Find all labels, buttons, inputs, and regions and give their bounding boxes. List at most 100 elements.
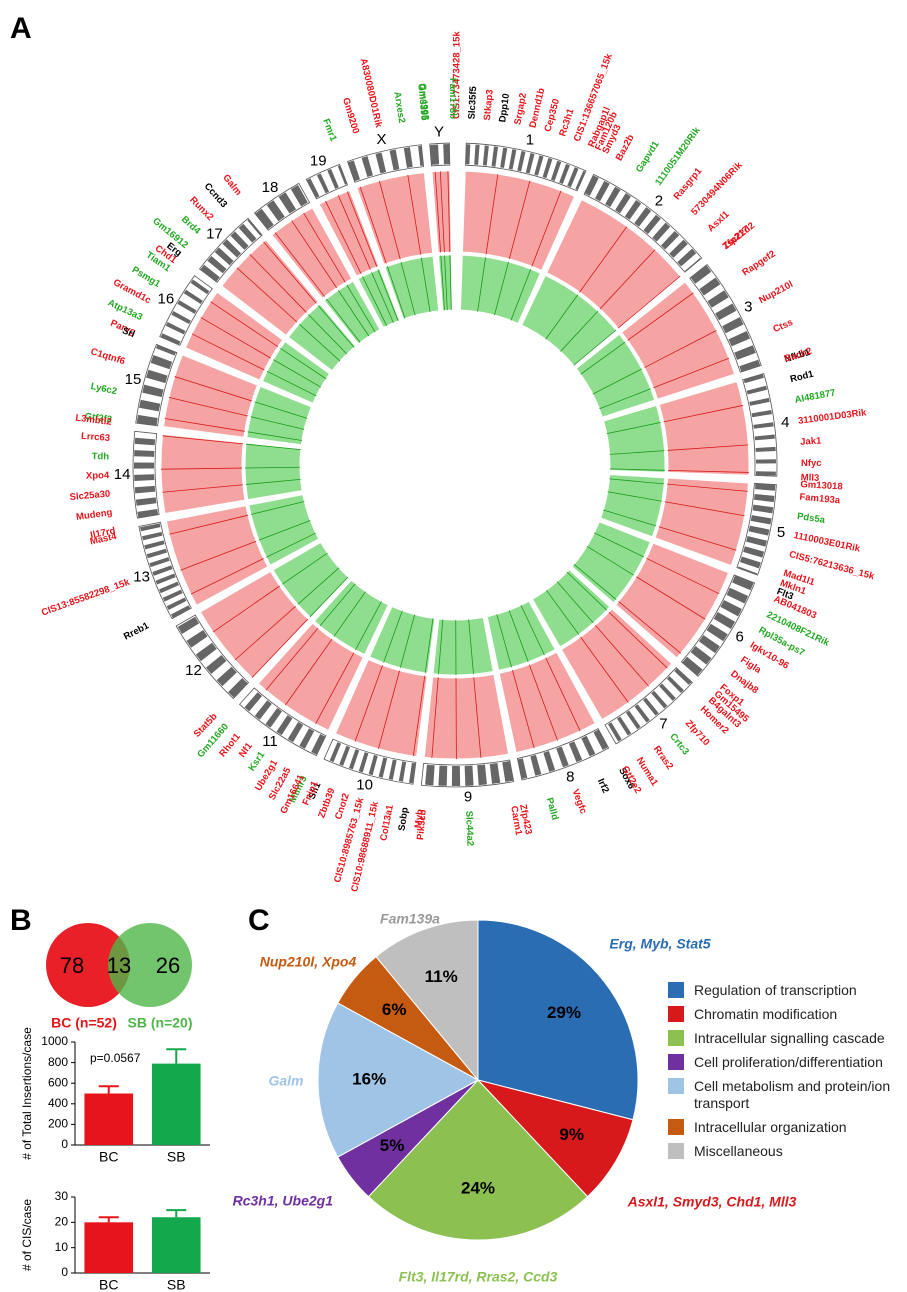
gene-label: Gm13018: [800, 479, 843, 492]
legend-swatch: [668, 1119, 684, 1135]
track-line: [663, 405, 743, 423]
red-track: [620, 281, 736, 400]
y-tick-label: 0: [61, 1265, 68, 1279]
panel-label: B: [10, 904, 32, 937]
track-line: [333, 591, 366, 637]
track-line: [566, 571, 608, 611]
track-line: [273, 359, 322, 388]
track-line: [573, 563, 617, 600]
slice-label: Asxl1, Smyd3, Chd1, Mll3: [627, 1194, 797, 1210]
ideogram-band: [429, 144, 450, 165]
track-line: [485, 174, 499, 255]
slice-label: Galm: [268, 1073, 303, 1089]
track-line: [560, 310, 599, 352]
gene-label: Rod1: [789, 368, 815, 385]
track-line: [326, 298, 361, 343]
bar: [84, 1222, 134, 1273]
slice-label: Fam139a: [380, 911, 440, 927]
track-line: [180, 540, 257, 571]
track-line: [603, 509, 657, 527]
pie-slice: [367, 1079, 589, 1241]
x-tick-label: SB: [167, 1277, 186, 1292]
gene-label: Il17rd: [89, 525, 116, 541]
green-track: [531, 569, 611, 648]
track-line: [164, 418, 245, 432]
track-line: [399, 614, 416, 668]
track-line: [586, 545, 634, 576]
track-line: [162, 435, 244, 445]
gene-label: Bach2: [783, 346, 814, 365]
ideogram-band: [200, 219, 262, 282]
red-track: [162, 354, 259, 438]
green-track: [323, 280, 381, 345]
track-line: [291, 220, 337, 289]
pie-value-label: 16%: [352, 1069, 386, 1088]
legend-item: Regulation of transcription: [668, 982, 904, 999]
gene-label: 1110003E01Rik: [793, 530, 862, 555]
track-line: [531, 190, 562, 267]
legend-swatch: [668, 1054, 684, 1070]
chromosome-label: 9: [464, 789, 472, 806]
chromosome-label: 19: [310, 152, 327, 169]
chromosome-label: 1: [526, 132, 534, 149]
track-line: [592, 368, 642, 395]
gene-label: Mll3: [801, 472, 820, 484]
gene-label: Rras2: [651, 744, 675, 772]
track-line: [664, 501, 745, 517]
gene-label: Pik3cb: [415, 809, 429, 841]
legend-item: Intracellular signalling cascade: [668, 1030, 904, 1047]
red-track: [658, 380, 750, 476]
gene-label: Rasgrp1: [672, 165, 705, 202]
gene-label: Asxl1: [705, 209, 732, 235]
track-line: [667, 444, 749, 451]
venn-circle: [46, 923, 130, 1007]
gene-label: Gapvd1: [634, 139, 662, 175]
track-line: [168, 396, 248, 417]
gene-label: Slc25a30: [69, 489, 110, 503]
gene-label: Fam178b: [447, 78, 458, 119]
track-line: [477, 257, 487, 312]
legend-item: Cell proliferation/differentiation: [668, 1054, 904, 1071]
track-line: [285, 638, 333, 706]
track-line: [250, 501, 305, 515]
legend-swatch: [668, 1078, 684, 1094]
track-line: [595, 625, 649, 687]
pie-value-label: 9%: [559, 1125, 584, 1144]
venn-count: 13: [107, 953, 131, 978]
venn-circle: [108, 923, 192, 1007]
gene-label: Mudeng: [75, 507, 113, 523]
y-tick-label: 200: [48, 1117, 68, 1131]
legend-label: Regulation of transcription: [694, 982, 857, 998]
track-line: [607, 491, 662, 502]
green-track: [459, 254, 542, 325]
gene-label: Dpp10: [497, 93, 512, 123]
green-track: [384, 255, 440, 320]
gene-label: Xpo4: [86, 470, 110, 482]
venn-set-label: SB (n=20): [128, 1015, 193, 1031]
y-tick-label: 600: [48, 1075, 68, 1089]
gene-label: Gm9200: [340, 97, 361, 136]
track-line: [386, 266, 406, 319]
green-track: [287, 303, 357, 372]
legend-swatch: [668, 1143, 684, 1159]
y-tick-label: 800: [48, 1055, 68, 1069]
track-line: [346, 284, 376, 333]
track-line: [599, 249, 656, 310]
venn-count: 26: [156, 953, 180, 978]
legend-swatch: [668, 1030, 684, 1046]
track-line: [308, 314, 348, 355]
gene-label: Pds5a: [796, 511, 826, 526]
ideogram-band: [240, 688, 326, 755]
gene-label: CIS13:85582298_15k: [40, 577, 132, 619]
track-line: [617, 275, 681, 329]
chromosome-label: 12: [185, 662, 202, 679]
red-track: [498, 651, 596, 754]
track-line: [266, 532, 316, 558]
gene-label: L3mbtl2: [75, 413, 113, 428]
track-line: [510, 268, 532, 321]
gene-label: Gm4995: [416, 83, 430, 121]
track-line: [190, 558, 264, 595]
track-line: [599, 388, 651, 410]
slice-label: Rc3h1, Ube2g1: [233, 1193, 334, 1209]
